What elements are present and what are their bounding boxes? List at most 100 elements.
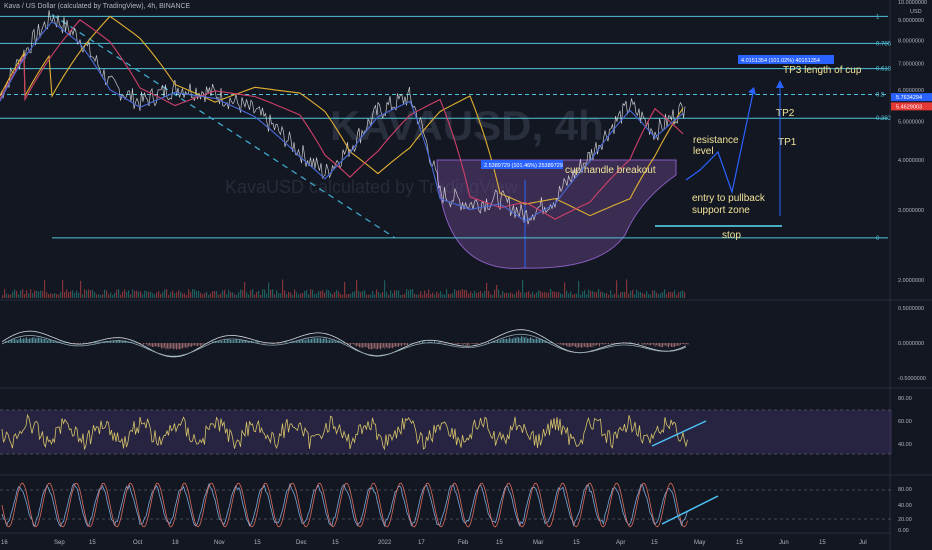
macd-histogram-bar: [116, 340, 117, 343]
volume-bar: [62, 279, 64, 298]
volume-bar: [102, 294, 104, 298]
macd-histogram-bar: [687, 343, 689, 345]
volume-bar: [108, 294, 110, 298]
macd-histogram-bar: [387, 343, 389, 349]
macd-histogram-bar: [444, 343, 446, 344]
volume-bar: [142, 294, 144, 298]
macd-histogram-bar: [323, 338, 324, 343]
macd-histogram-bar: [204, 343, 206, 345]
volume-bar: [346, 294, 348, 298]
volume-bar: [182, 293, 184, 298]
macd-histogram-bar: [45, 338, 47, 343]
volume-bar: [340, 293, 342, 298]
tp1-label: TP1: [778, 137, 797, 148]
macd-histogram-bar: [36, 337, 38, 343]
macd-histogram-bar: [278, 343, 279, 344]
macd-histogram-bar: [152, 343, 153, 347]
macd-histogram-bar: [39, 337, 41, 343]
macd-histogram-bar: [353, 343, 354, 345]
macd-histogram-bar: [522, 336, 524, 343]
macd-histogram-bar: [296, 341, 297, 343]
volume-bar: [374, 294, 376, 298]
volume-bar: [38, 291, 40, 298]
volume-bar: [206, 291, 208, 298]
price-unit: USD: [910, 9, 922, 15]
macd-histogram-bar: [366, 343, 368, 348]
breakout-label: cup handle breakout: [565, 165, 656, 176]
volume-bar: [82, 294, 84, 298]
volume-bar: [514, 294, 516, 298]
macd-histogram-bar: [527, 338, 528, 343]
macd-histogram-bar: [17, 339, 18, 343]
macd-histogram-bar: [503, 338, 504, 343]
volume-bar: [604, 293, 606, 298]
macd-histogram-bar: [224, 339, 225, 343]
macd-histogram-bar: [131, 341, 132, 343]
rsi-tick-label: 80.00: [898, 396, 912, 402]
macd-histogram-bar: [605, 343, 606, 344]
macd-histogram-bar: [434, 340, 435, 343]
macd-histogram-bar: [15, 339, 17, 343]
macd-histogram-bar: [348, 343, 350, 345]
volume-bar: [174, 293, 176, 298]
macd-histogram-bar: [534, 338, 536, 343]
macd-histogram-bar: [474, 343, 476, 345]
macd-histogram-bar: [519, 337, 521, 343]
macd-histogram-bar: [231, 340, 233, 343]
volume-bar: [338, 291, 340, 298]
entry-label-2: support zone: [692, 205, 750, 216]
volume-bar: [454, 289, 456, 298]
macd-histogram-bar: [170, 343, 171, 349]
volume-bar: [138, 291, 140, 298]
volume-bar: [620, 292, 622, 298]
macd-histogram-bar: [201, 343, 203, 346]
macd-histogram-bar: [41, 338, 42, 343]
volume-bar: [240, 289, 242, 298]
macd-histogram-bar: [165, 343, 167, 350]
macd-histogram-bar: [533, 339, 534, 343]
volume-bar: [50, 293, 52, 298]
macd-histogram-bar: [314, 338, 315, 343]
volume-bar: [140, 291, 142, 298]
volume-bar: [626, 279, 628, 298]
measure-tp3-box: [738, 55, 834, 64]
macd-histogram-bar: [227, 339, 228, 343]
macd-histogram-bar: [644, 343, 645, 345]
macd-histogram-bar: [570, 343, 572, 347]
fib-label: 1: [876, 14, 880, 20]
macd-histogram-bar: [186, 343, 188, 349]
macd-histogram-bar: [599, 343, 600, 347]
volume-bar: [90, 290, 92, 298]
price-tag-red-text: 5.4629003: [896, 104, 922, 110]
volume-bar: [592, 290, 594, 298]
macd-histogram-bar: [119, 340, 120, 343]
volume-bar: [512, 293, 514, 298]
macd-histogram-bar: [18, 338, 20, 343]
volume-bar: [574, 294, 576, 298]
macd-histogram-bar: [566, 343, 567, 347]
macd-tick-label: 0.5000000: [898, 306, 924, 312]
volume-bar: [26, 290, 28, 298]
macd-histogram-bar: [375, 343, 377, 350]
volume-bar: [202, 294, 204, 298]
volume-bar: [10, 294, 12, 298]
macd-histogram-bar: [305, 340, 306, 343]
volume-bar: [554, 291, 556, 298]
macd-histogram-bar: [294, 341, 296, 343]
resistance-label: resistance: [693, 135, 739, 146]
macd-histogram-bar: [177, 343, 179, 349]
macd-histogram-bar: [42, 338, 44, 343]
macd-histogram-bar: [35, 338, 36, 343]
volume-bar: [326, 289, 328, 298]
price-tick-label: 5.0000000: [898, 120, 924, 126]
macd-histogram-bar: [590, 343, 591, 347]
volume-bar: [674, 290, 676, 298]
macd-histogram-bar: [471, 343, 473, 344]
volume-bar: [152, 293, 154, 298]
volume-bar: [170, 292, 172, 298]
volume-bar: [348, 293, 350, 298]
volume-bar: [312, 289, 314, 298]
volume-bar: [542, 292, 544, 298]
macd-histogram-bar: [678, 343, 680, 346]
